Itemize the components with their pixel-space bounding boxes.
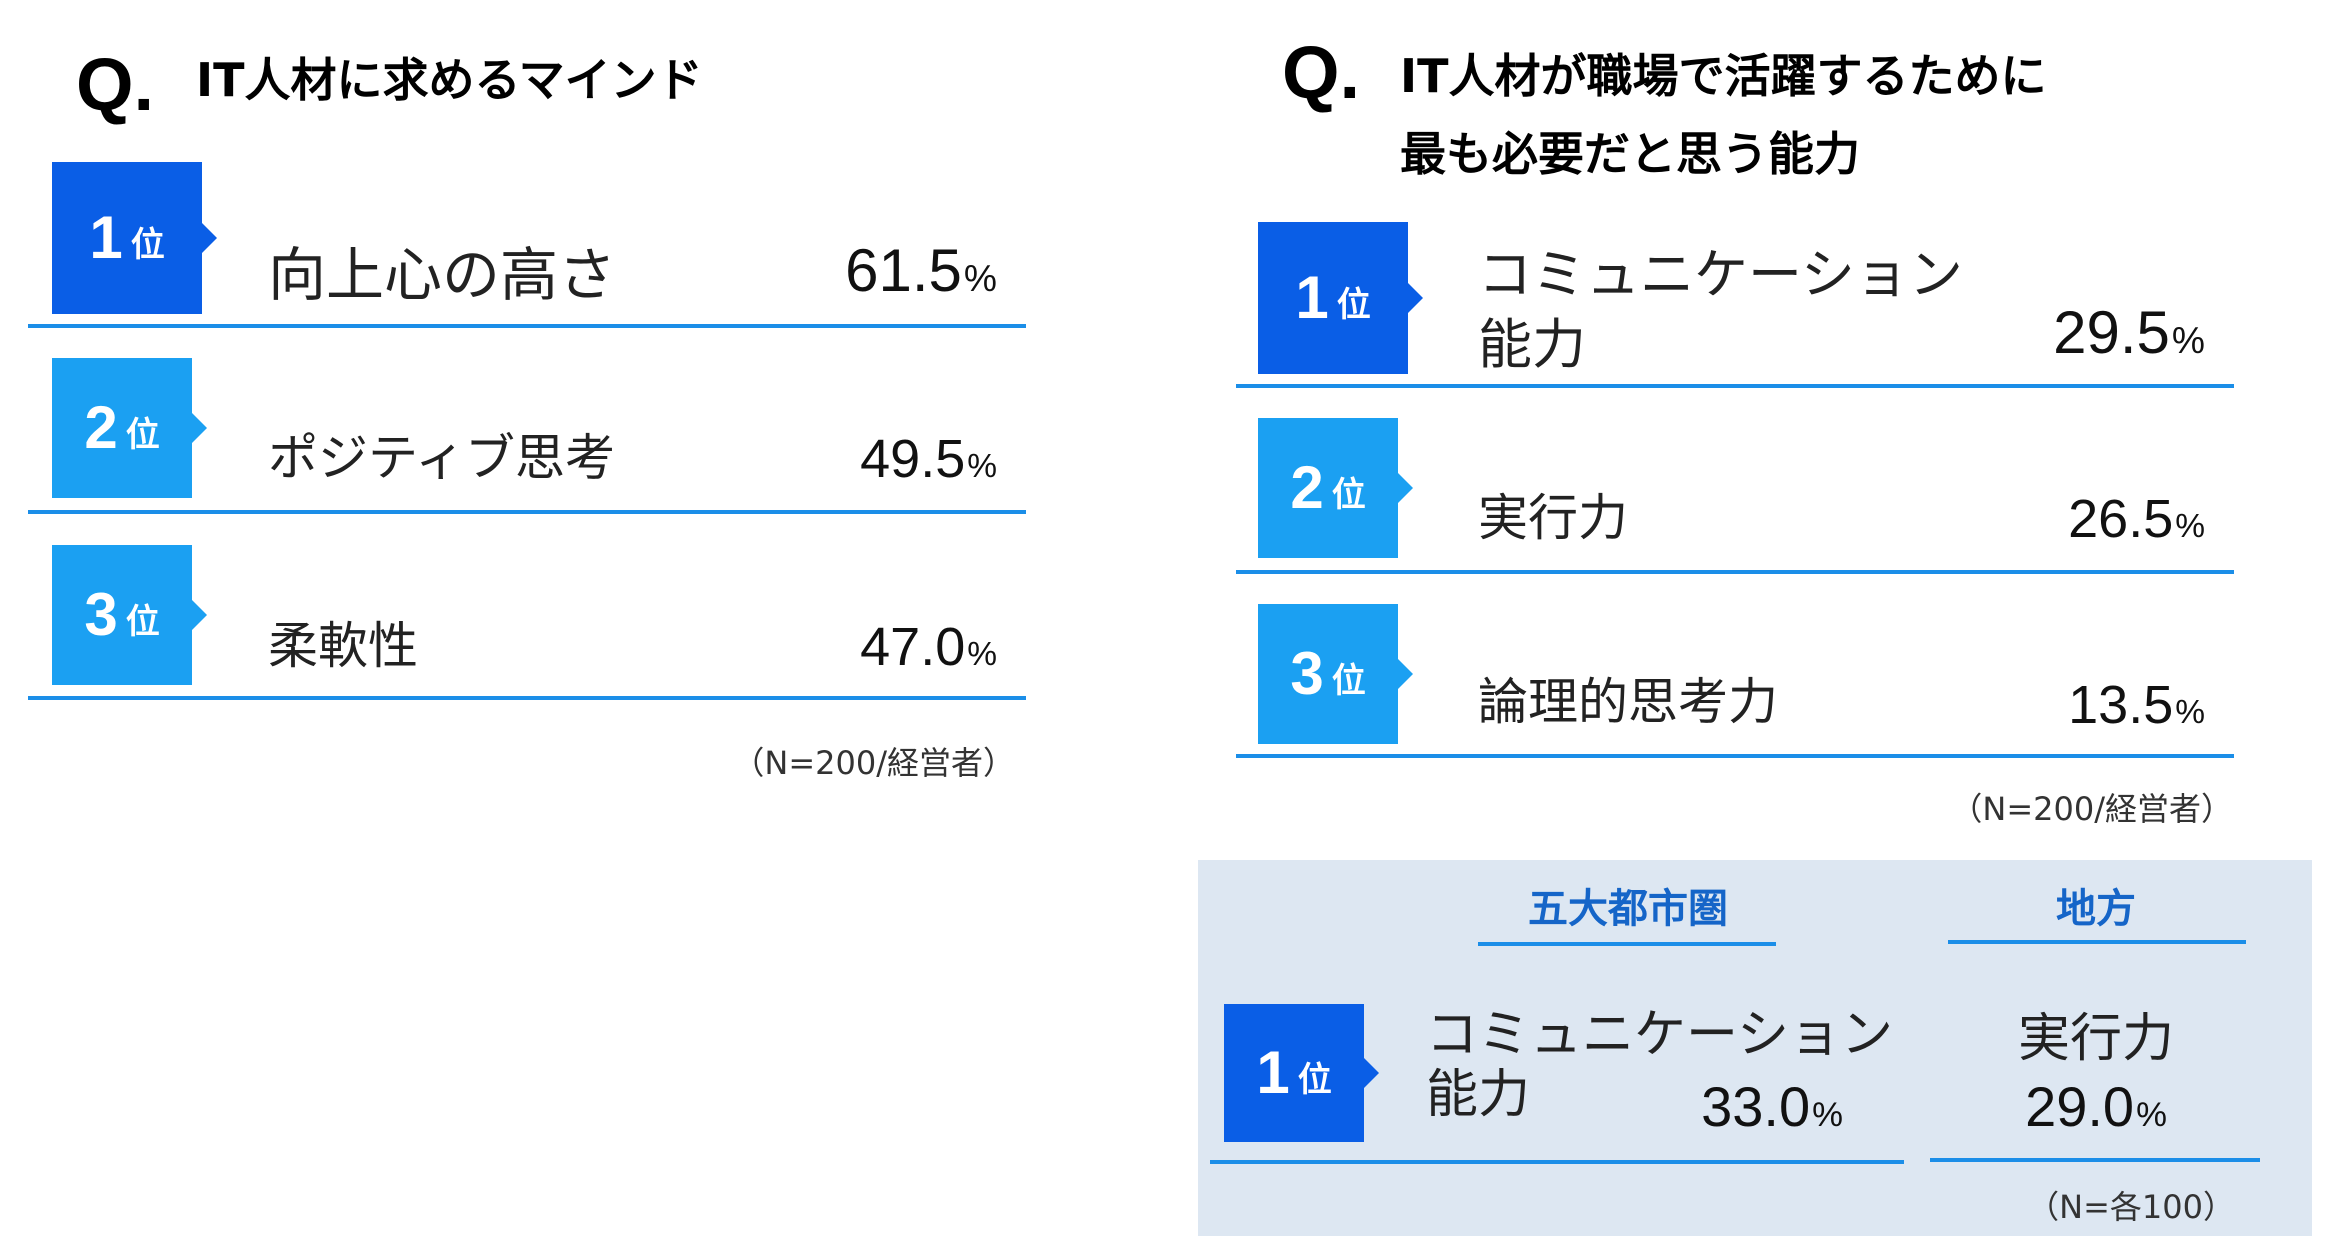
value-number: 13.5 <box>2068 675 2174 735</box>
region-header-local-rule <box>1948 940 2246 944</box>
right-row-rule-3 <box>1236 754 2234 758</box>
rank-number: 2 <box>1290 454 1324 521</box>
right-row-label-3: 論理的思考力 <box>1478 673 1778 731</box>
rank-number: 1 <box>1295 264 1329 331</box>
percent-sign: % <box>967 636 997 673</box>
region-header-local: 地方 <box>2056 886 2136 932</box>
value-number: 29.0 <box>2025 1075 2135 1138</box>
left-row-label-2: ポジティブ思考 <box>268 429 615 487</box>
metro-label-b: 能力 <box>1426 1065 1531 1125</box>
value-number: 33.0 <box>1701 1075 1811 1138</box>
value-number: 61.5 <box>845 237 962 304</box>
rank-unit: 位 <box>1297 1060 1332 1100</box>
metro-value: 33.0% <box>1701 1074 1843 1139</box>
rank-number: 3 <box>84 581 118 648</box>
percent-sign: % <box>967 448 997 485</box>
rank-number: 3 <box>1290 640 1324 707</box>
right-row-label-2: 実行力 <box>1478 489 1628 547</box>
rank-unit: 位 <box>1331 475 1366 515</box>
local-label: 実行力 <box>2017 1009 2174 1069</box>
region-header-metro: 五大都市圏 <box>1528 886 1728 932</box>
left-row-value-1: 61.5% <box>845 236 997 305</box>
local-value: 29.0% <box>1996 1074 2196 1139</box>
right-row-value-3: 13.5% <box>2068 674 2205 736</box>
left-row-label-3: 柔軟性 <box>268 617 418 675</box>
rank-number: 1 <box>1256 1039 1290 1106</box>
percent-sign: % <box>2175 694 2205 731</box>
regional-panel <box>1198 860 2312 1236</box>
regional-sample-note: （N=各100） <box>2027 1188 2235 1226</box>
right-row-label-1a: コミュニケーション <box>1478 243 1963 306</box>
percent-sign: % <box>963 257 997 299</box>
value-number: 29.5 <box>2053 299 2170 366</box>
rank-unit: 位 <box>1331 661 1366 701</box>
rank-unit: 位 <box>130 225 165 265</box>
rank-number: 2 <box>84 394 118 461</box>
right-row-label-1b: 能力 <box>1478 313 1586 376</box>
value-number: 26.5 <box>2068 489 2174 549</box>
right-title-line-2: 最も必要だと思う能力 <box>1400 127 1860 181</box>
left-sample-note: （N=200/経営者） <box>732 744 1015 782</box>
percent-sign: % <box>1812 1096 1843 1134</box>
right-title-line-1: IT人材が職場で活躍するために <box>1400 49 2047 103</box>
left-row-rule-3 <box>28 696 1026 700</box>
right-row-value-1: 29.5% <box>2053 298 2205 367</box>
percent-sign: % <box>2175 508 2205 545</box>
left-q-mark: Q. <box>76 43 155 126</box>
rank-number: 1 <box>89 204 123 271</box>
left-row-value-3: 47.0% <box>860 616 997 678</box>
right-row-rule-1 <box>1236 384 2234 388</box>
region-header-metro-rule <box>1478 942 1776 946</box>
percent-sign: % <box>2171 319 2205 361</box>
left-row-rule-1 <box>28 324 1026 328</box>
rank-unit: 位 <box>125 602 160 642</box>
left-row-label-1: 向上心の高さ <box>268 241 617 309</box>
right-row-value-2: 26.5% <box>2068 488 2205 550</box>
right-row-rule-2 <box>1236 570 2234 574</box>
value-number: 49.5 <box>860 429 966 489</box>
right-q-mark: Q. <box>1282 31 1361 114</box>
local-rule <box>1930 1158 2260 1162</box>
percent-sign: % <box>2136 1096 2167 1134</box>
left-row-rule-2 <box>28 510 1026 514</box>
value-number: 47.0 <box>860 617 966 677</box>
right-sample-note: （N=200/経営者） <box>1950 790 2233 828</box>
metro-rule <box>1210 1160 1904 1164</box>
rank-unit: 位 <box>125 415 160 455</box>
left-title: IT人材に求めるマインド <box>196 53 703 107</box>
metro-label-a: コミュニケーション <box>1426 1005 1893 1065</box>
rank-unit: 位 <box>1336 285 1371 325</box>
left-row-value-2: 49.5% <box>860 428 997 490</box>
